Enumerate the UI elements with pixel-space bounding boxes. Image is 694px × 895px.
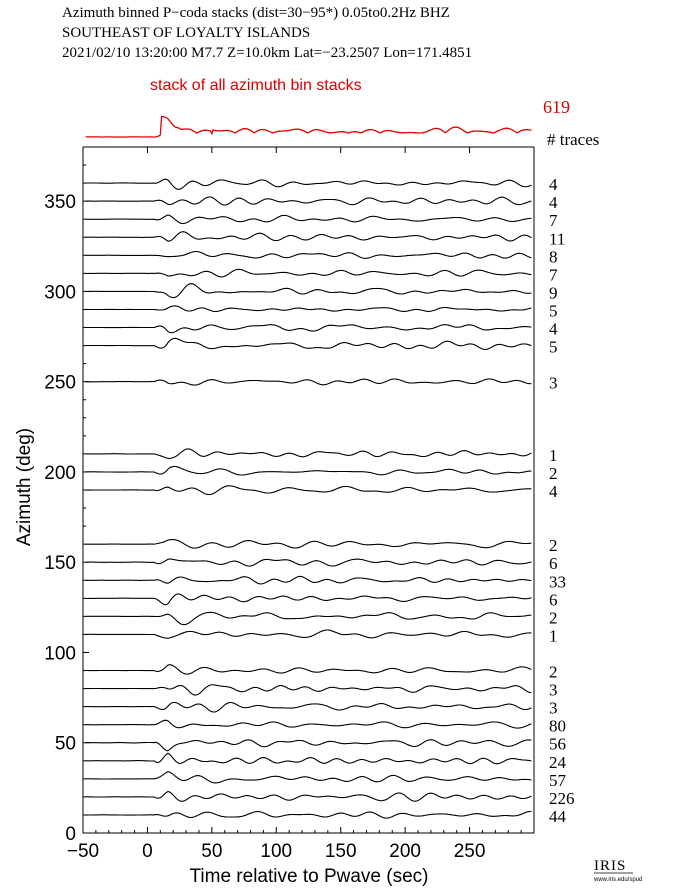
x-tick-label: 50 [201,841,222,862]
azimuth-traces [85,178,532,819]
trace-count-label: 2 [549,663,558,682]
azimuth-trace [85,684,532,696]
x-tick-label: 150 [325,841,357,862]
x-tick-label: 250 [454,841,486,862]
azimuth-trace [85,752,532,765]
azimuth-trace [85,465,532,476]
trace-count-label: 4 [549,175,558,194]
trace-count-label: 2 [549,536,558,555]
azimuth-trace [85,448,532,460]
azimuth-trace [85,250,532,259]
y-tick-label: 200 [44,463,76,484]
trace-count-label: 9 [549,283,558,302]
y-tick-label: 0 [65,824,76,845]
azimuth-trace [85,719,532,729]
trace-count-label: 3 [549,699,558,718]
azimuth-trace [85,575,532,585]
x-tick-label: 200 [389,841,421,862]
trace-count-label: 8 [549,247,558,266]
azimuth-trace [85,771,532,784]
header-line-3: 2021/02/10 13:20:00 M7.7 Z=10.0km Lat=−2… [62,45,472,61]
trace-count-label: 11 [549,229,565,248]
trace-count-label: 7 [549,265,558,284]
trace-count-label: 2 [549,464,558,483]
azimuth-trace [85,268,532,278]
trace-count-label: 1 [549,626,558,645]
y-tick-label: 350 [44,192,76,213]
trace-count-label: 4 [549,482,558,501]
summary-stack-label: stack of all azimuth bin stacks [150,77,362,94]
azimuth-trace [85,196,532,206]
logo-url: www.iris.edu/spud [593,877,642,883]
azimuth-trace [85,790,532,802]
header-line-1: Azimuth binned P−coda stacks (dist=30−95… [62,5,450,21]
logo-text: IRIS [594,858,626,874]
summary-stack-trace [85,115,532,138]
y-tick-label: 300 [44,282,76,303]
trace-count-label: 33 [549,572,566,591]
trace-count-label: 3 [549,681,558,700]
azimuth-trace [85,810,532,819]
traces-count-heading: # traces [547,130,599,149]
y-axis-label: Azimuth (deg) [14,428,35,546]
azimuth-trace [85,664,532,675]
y-tick-label: 150 [44,553,76,574]
azimuth-trace [85,739,532,752]
x-tick-label: −50 [67,841,99,862]
trace-count-label: 3 [549,374,558,393]
azimuth-trace [85,611,532,626]
trace-count-label: 6 [549,554,558,573]
azimuth-trace [85,231,532,242]
trace-count-label: 226 [549,789,575,808]
azimuth-trace [85,629,532,639]
azimuth-trace [85,305,532,313]
azimuth-trace [85,378,532,386]
y-tick-label: 250 [44,373,76,394]
y-tick-label: 50 [55,734,76,755]
azimuth-trace [85,214,532,225]
header-line-2: SOUTHEAST OF LOYALTY ISLANDS [62,25,310,41]
trace-count-label: 44 [549,807,567,826]
azimuth-trace [85,283,532,299]
trace-count-label: 80 [549,717,566,736]
x-tick-label: 0 [142,841,153,862]
azimuth-trace [85,337,532,351]
trace-count-label: 5 [549,338,558,357]
azimuth-trace [85,178,532,190]
trace-count-label: 1 [549,446,558,465]
trace-count-label: 7 [549,211,558,230]
x-axis-label: Time relative to Pwave (sec) [190,866,429,887]
trace-count-label: 4 [549,320,558,339]
trace-count-label: 56 [549,735,566,754]
trace-count-label: 6 [549,590,558,609]
azimuth-trace [85,485,532,496]
azimuth-trace [85,539,532,549]
y-tick-label: 100 [44,643,76,664]
azimuth-trace [85,701,532,713]
trace-count-label: 24 [549,753,567,772]
trace-count-label: 5 [549,301,558,320]
azimuth-trace [85,324,532,334]
summary-trace-count: 619 [543,97,570,117]
iris-logo: IRIS www.iris.edu/spud [593,858,642,883]
azimuth-trace [85,558,532,567]
x-tick-label: 100 [260,841,292,862]
azimuth-trace [85,593,532,606]
trace-count-label: 2 [549,608,558,627]
trace-count-label: 4 [549,193,558,212]
trace-count-label: 57 [549,771,567,790]
